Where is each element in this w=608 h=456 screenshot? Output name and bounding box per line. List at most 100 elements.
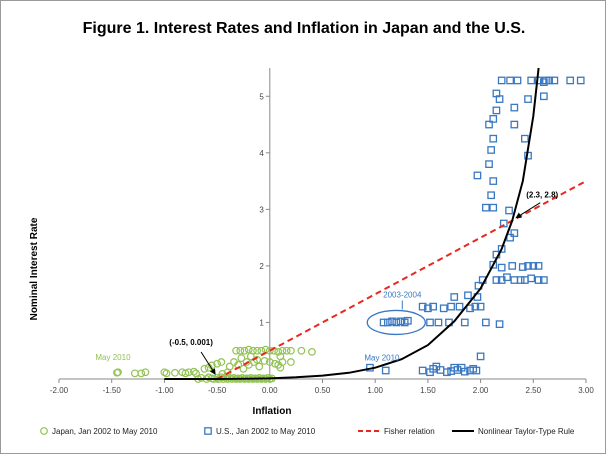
- y-tick-label: 3: [259, 205, 264, 214]
- chart-title: Figure 1. Interest Rates and Inflation i…: [83, 20, 526, 37]
- japan-point: [217, 358, 226, 366]
- japan-point: [171, 368, 179, 377]
- us-point: [534, 262, 543, 270]
- us-point: [495, 320, 504, 329]
- us-point: [487, 146, 495, 154]
- taylor-rule-curve: [164, 67, 540, 380]
- legend-item-us: U.S., Jan 2002 to May 2010: [204, 427, 316, 436]
- us-point: [466, 304, 474, 313]
- japan-point: [190, 367, 198, 376]
- japan-point: [225, 362, 234, 371]
- us-point: [489, 115, 498, 123]
- x-tick-label: -0.50: [208, 386, 227, 395]
- us-point: [489, 203, 498, 212]
- y-tick-label: 5: [259, 92, 264, 101]
- legend-label: Japan, Jan 2002 to May 2010: [52, 427, 158, 436]
- legend-symbol: [40, 427, 48, 435]
- japan-point: [244, 345, 253, 354]
- legend-label: Fisher relation: [384, 427, 435, 436]
- japan-point: [236, 346, 245, 355]
- japan-point: [141, 368, 150, 377]
- us-point: [383, 318, 392, 327]
- us-point: [529, 262, 538, 270]
- japan-point: [239, 364, 248, 373]
- y-tick-label: 4: [259, 149, 264, 158]
- x-tick-label: 0.50: [315, 386, 331, 395]
- us-point: [516, 276, 525, 284]
- japan-point: [257, 346, 266, 355]
- us-point: [482, 318, 490, 327]
- us-point: [439, 304, 448, 313]
- us-point: [497, 263, 506, 272]
- us-point: [539, 92, 548, 101]
- us-point: [392, 318, 401, 327]
- us-point: [510, 229, 519, 237]
- japan-point: [282, 346, 291, 355]
- us-point: [539, 276, 548, 284]
- us-point: [539, 78, 548, 86]
- x-tick-label: 2.50: [526, 386, 542, 395]
- us-point: [460, 318, 469, 327]
- legend-label: Nonlinear Taylor-Type Rule: [478, 427, 575, 436]
- japan-point: [274, 347, 283, 356]
- us-point: [476, 352, 485, 361]
- us-point: [429, 302, 438, 311]
- japan-point: [130, 369, 139, 378]
- japan-point: [286, 358, 295, 366]
- annotation-2003-2004: 2003-2004: [383, 290, 422, 299]
- y-axis-label: Nominal Interest Rate: [29, 217, 40, 320]
- us-point: [508, 262, 517, 270]
- us-point: [489, 177, 498, 185]
- x-tick-label: 3.00: [578, 386, 594, 395]
- us-point: [489, 260, 498, 269]
- us-point: [545, 76, 553, 85]
- x-tick-label: 1.50: [420, 386, 436, 395]
- us-point: [455, 302, 464, 311]
- us-point: [497, 76, 506, 85]
- us-point: [404, 316, 412, 325]
- us-point: [521, 276, 529, 284]
- x-tick-label: -2.00: [50, 386, 69, 395]
- japan-point: [265, 358, 274, 366]
- annotation-japan-may-2010: May 2010: [95, 353, 131, 362]
- japan-point: [265, 346, 274, 355]
- us-point: [492, 106, 501, 115]
- lines-layer: [164, 67, 587, 380]
- us-point: [524, 95, 532, 103]
- japan-point: [240, 346, 249, 355]
- x-axis-label: Inflation: [253, 406, 292, 417]
- annotation-ellipse-2003-2004: [366, 309, 426, 336]
- legend: Japan, Jan 2002 to May 2010 U.S., Jan 200…: [40, 427, 575, 436]
- us-point: [521, 134, 529, 143]
- us-point: [453, 366, 462, 374]
- annotation-us-may-2010: May 2010: [364, 354, 400, 363]
- japan-point: [162, 369, 171, 378]
- us-point: [503, 273, 511, 282]
- us-point: [487, 191, 495, 200]
- japan-point: [200, 364, 209, 373]
- us-point: [460, 367, 469, 376]
- fisher-relation-line: [216, 180, 587, 380]
- us-point: [506, 76, 514, 85]
- annotation-taylor-kink: (-0.5, 0.001): [169, 338, 213, 347]
- us-point: [510, 120, 519, 129]
- us-point: [534, 276, 543, 284]
- us-point: [499, 219, 508, 228]
- x-tick-label: 1.00: [367, 386, 383, 395]
- japan-point: [286, 346, 295, 355]
- japan-point: [249, 346, 257, 355]
- us-point: [418, 302, 427, 311]
- us-point: [396, 317, 405, 326]
- annotation-arrow: [515, 202, 541, 219]
- us-point: [492, 89, 501, 98]
- us-point: [566, 76, 575, 85]
- us-point: [510, 103, 519, 112]
- japan-point: [308, 347, 316, 356]
- japan-point: [137, 369, 146, 378]
- japan-point: [184, 368, 193, 377]
- us-point: [434, 318, 443, 327]
- us-point: [576, 76, 585, 85]
- us-point: [418, 366, 427, 375]
